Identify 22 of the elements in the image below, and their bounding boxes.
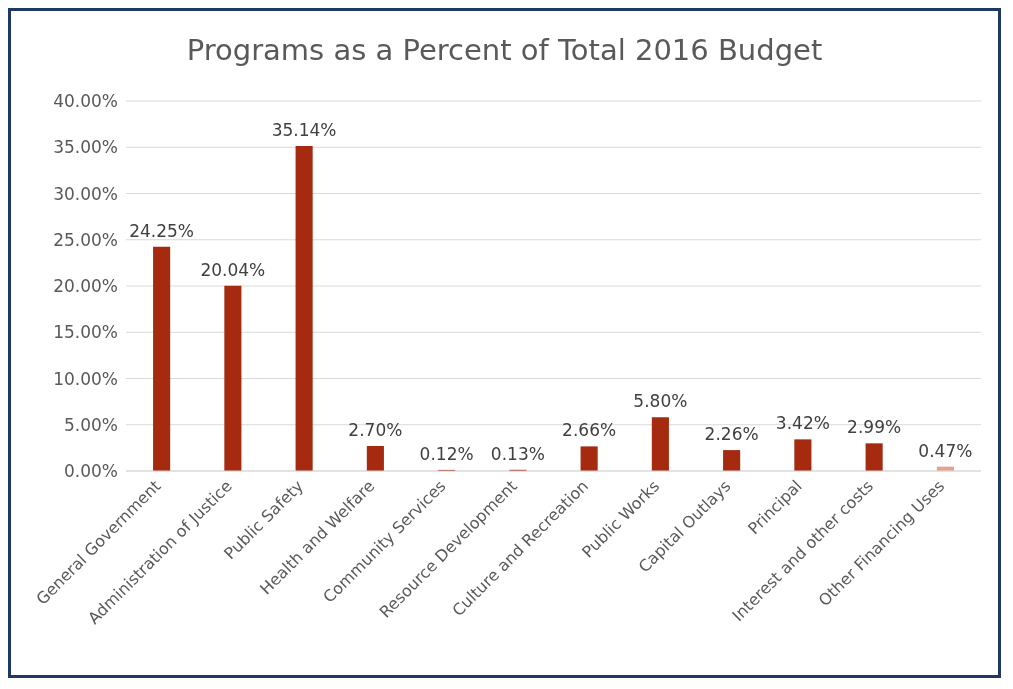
- data-label: 2.66%: [562, 420, 617, 441]
- y-tick-label: 5.00%: [63, 414, 118, 435]
- y-tick-label: 30.00%: [53, 183, 118, 204]
- data-label: 0.47%: [918, 440, 973, 461]
- y-tick-label: 35.00%: [53, 137, 118, 158]
- data-label: 3.42%: [775, 413, 830, 434]
- data-label: 24.25%: [129, 220, 195, 241]
- data-label: 35.14%: [271, 119, 337, 140]
- y-tick-label: 25.00%: [53, 229, 118, 250]
- data-label: 2.26%: [704, 424, 759, 445]
- y-tick-label: 0.00%: [63, 461, 118, 482]
- data-label: 2.70%: [348, 420, 403, 441]
- data-label: 20.04%: [200, 259, 266, 280]
- data-label: 5.80%: [633, 391, 688, 412]
- y-tick-label: 10.00%: [53, 368, 118, 389]
- y-tick-label: 40.00%: [53, 91, 118, 112]
- y-tick-label: 15.00%: [53, 322, 118, 343]
- y-tick-label: 20.00%: [53, 276, 118, 297]
- data-label: 0.13%: [490, 443, 545, 464]
- data-label: 0.12%: [419, 443, 474, 464]
- data-label: 2.99%: [847, 417, 902, 438]
- chart-title: Programs as a Percent of Total 2016 Budget: [185, 33, 824, 67]
